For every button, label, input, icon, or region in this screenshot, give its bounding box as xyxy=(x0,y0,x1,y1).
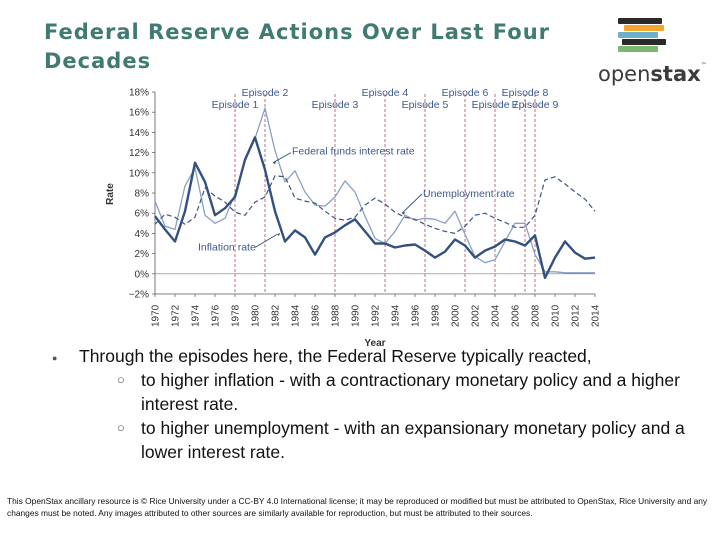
annotation-arrowhead xyxy=(273,161,276,165)
book-stripe-1 xyxy=(618,18,662,24)
x-tick-label: 1976 xyxy=(211,304,222,327)
book-stripe-2 xyxy=(624,25,664,31)
y-tick-label: 8% xyxy=(135,189,150,200)
x-tick-label: 2008 xyxy=(531,304,542,327)
logo-wordmark: openstax™ xyxy=(598,62,707,86)
y-axis-label: Rate xyxy=(105,183,116,205)
x-tick-label: 1994 xyxy=(391,304,402,327)
bullet-main: Through the episodes here, the Federal R… xyxy=(52,344,692,464)
annotation-pointer xyxy=(401,193,423,214)
episode-label: Episode 8 xyxy=(502,87,549,99)
logo-trademark: ™ xyxy=(700,62,707,69)
series-line-inflation-rate xyxy=(154,136,596,279)
x-tick-label: 1988 xyxy=(331,304,342,327)
x-tick-label: 2000 xyxy=(451,304,462,327)
sub-bullet-list: to higher inflation - with a contraction… xyxy=(79,368,692,464)
slide-title: Federal Reserve Actions Over Last Four D… xyxy=(44,20,551,73)
y-tick-label: −2% xyxy=(129,290,149,301)
y-tick-label: 4% xyxy=(135,229,150,240)
stacked-books-icon xyxy=(618,18,666,52)
annotation-arrowhead xyxy=(402,211,405,215)
episode-label: Episode 3 xyxy=(312,99,359,111)
series-line-unemployment-rate xyxy=(154,175,596,234)
episode-label: Episode 2 xyxy=(242,87,289,99)
annotation-pointer xyxy=(254,234,278,248)
episode-label: Episode 4 xyxy=(362,87,409,99)
y-tick-label: 18% xyxy=(129,88,149,99)
x-tick-label: 1978 xyxy=(231,304,242,327)
x-tick-label: 2010 xyxy=(551,304,562,327)
x-tick-label: 1974 xyxy=(191,304,202,327)
logo-text-open: open xyxy=(598,62,651,86)
y-tick-label: 2% xyxy=(135,249,150,260)
x-tick-label: 1986 xyxy=(311,304,322,327)
series-annotation: Federal funds interest rate xyxy=(292,146,415,158)
episode-label: Episode 5 xyxy=(402,99,449,111)
openstax-logo: openstax™ xyxy=(596,14,707,86)
episode-label: Episode 9 xyxy=(512,99,559,111)
x-tick-label: 1972 xyxy=(171,304,182,327)
x-tick-label: 2006 xyxy=(511,304,522,327)
y-tick-label: 0% xyxy=(135,269,150,280)
x-tick-label: 1970 xyxy=(151,304,162,327)
annotation-arrowhead xyxy=(277,232,280,236)
license-footer: This OpenStax ancillary resource is © Ri… xyxy=(7,496,708,518)
annotation-pointer xyxy=(272,152,292,164)
bullet-list: Through the episodes here, the Federal R… xyxy=(52,344,692,464)
series-line-federal-funds-interest-rate xyxy=(154,107,595,274)
y-tick-label: 16% xyxy=(129,108,149,119)
x-tick-label: 1998 xyxy=(431,304,442,327)
series-annotation: Unemployment rate xyxy=(423,188,515,200)
y-tick-label: 6% xyxy=(135,209,150,220)
series-annotation: Inflation rate xyxy=(198,242,256,254)
sub-bullet-unemployment: to higher unemployment - with an expansi… xyxy=(79,416,692,464)
x-tick-label: 2002 xyxy=(471,304,482,327)
x-tick-label: 1980 xyxy=(251,304,262,327)
x-tick-label: 2004 xyxy=(491,304,502,327)
x-tick-label: 1984 xyxy=(291,304,302,327)
episode-label: Episode 6 xyxy=(442,87,489,99)
y-tick-label: 10% xyxy=(129,168,149,179)
book-stripe-4 xyxy=(622,39,666,45)
episode-label: Episode 1 xyxy=(212,99,259,111)
x-tick-label: 2014 xyxy=(591,304,602,327)
book-stripe-5 xyxy=(618,46,658,52)
x-tick-label: 2012 xyxy=(571,304,582,327)
y-tick-label: 12% xyxy=(129,148,149,159)
x-tick-label: 1992 xyxy=(371,304,382,327)
bullet-main-text: Through the episodes here, the Federal R… xyxy=(79,346,592,366)
y-tick-label: 14% xyxy=(129,128,149,139)
sub-bullet-inflation: to higher inflation - with a contraction… xyxy=(79,368,692,416)
book-stripe-3 xyxy=(618,32,658,38)
x-tick-label: 1982 xyxy=(271,304,282,327)
x-tick-label: 1990 xyxy=(351,304,362,327)
episode-label: Episode 7 xyxy=(472,99,519,111)
x-tick-label: 1996 xyxy=(411,304,422,327)
logo-text-stax: stax xyxy=(650,62,701,86)
fed-reserve-line-chart: −2% 0% 2% 4% 6% 8% 10% 12% 14% 16% 18% 1970 1972 1974… xyxy=(105,87,602,349)
